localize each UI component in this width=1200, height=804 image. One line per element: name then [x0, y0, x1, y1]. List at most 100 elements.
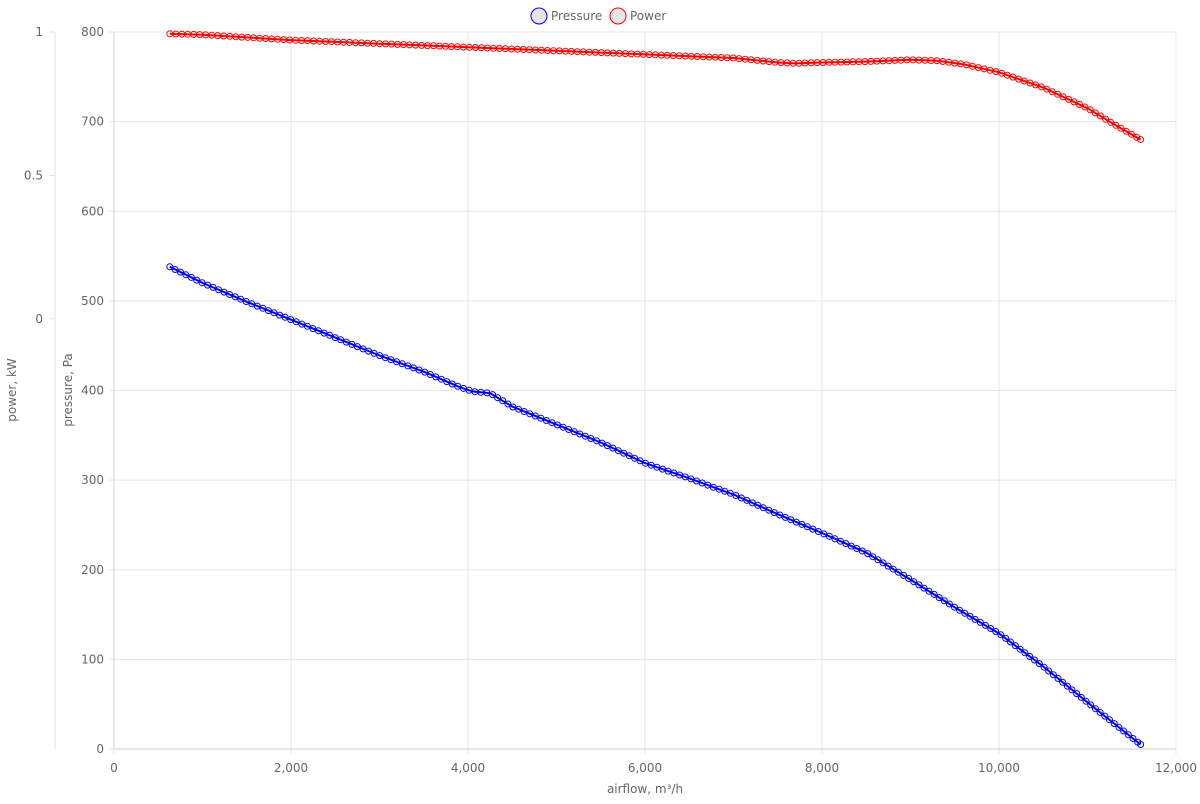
legend[interactable]: Pressure Power [530, 7, 666, 25]
pressure-point [489, 391, 496, 399]
pressure-point [1031, 656, 1038, 664]
x-tick-label: 10,000 [978, 761, 1020, 775]
power-point [1122, 127, 1130, 135]
pressure-point [982, 621, 989, 629]
pressure-point [1124, 731, 1132, 739]
pressure-point [754, 501, 762, 509]
legend-item-pressure[interactable]: Pressure [530, 7, 602, 25]
power-point [1133, 133, 1141, 141]
pressure-point [1091, 705, 1099, 713]
x-axis-title: airflow, m³/h [607, 782, 683, 796]
pressure-point [956, 606, 964, 614]
pressure-point [609, 444, 617, 452]
pressure-point [1021, 649, 1029, 657]
pressure-point [182, 271, 190, 279]
power-point [1117, 124, 1125, 132]
pressure-point [894, 568, 902, 576]
power-tick-label: 0.5 [24, 168, 43, 182]
power-tick-label: 1 [35, 25, 43, 39]
pressure-point [900, 571, 908, 579]
power-axis-title: power, kW [5, 358, 19, 422]
power-point [1112, 121, 1120, 129]
pressure-point [910, 578, 918, 586]
pressure-point [966, 612, 974, 620]
series [166, 30, 1145, 749]
power-point [1127, 130, 1135, 138]
power-point [1091, 109, 1099, 117]
legend-item-power[interactable]: Power [609, 7, 666, 25]
pressure-point [940, 597, 948, 605]
pressure-point [925, 587, 933, 595]
pressure-point [494, 394, 502, 402]
pressure-point [915, 581, 923, 589]
pressure-point [1101, 712, 1109, 720]
grid [109, 31, 1177, 754]
x-tick-label: 8,000 [805, 761, 839, 775]
pressure-point [874, 556, 882, 564]
pressure-point [971, 615, 979, 623]
pressure-tick-label: 300 [81, 473, 104, 487]
pressure-point [930, 590, 938, 598]
pressure-tick-label: 600 [81, 204, 104, 218]
pressure-point [187, 273, 195, 281]
pressure-point [1049, 671, 1057, 679]
pressure-point [732, 492, 740, 499]
pressure-point [625, 452, 633, 460]
pressure-point [1110, 720, 1118, 728]
pressure-point [1045, 667, 1053, 675]
power-point [1059, 93, 1067, 101]
pressure-point [421, 368, 429, 376]
x-tick-label: 6,000 [628, 761, 662, 775]
power-line [169, 32, 1142, 141]
pressure-point [951, 603, 958, 611]
pressure-point [997, 631, 1005, 639]
pressure-point [1137, 741, 1145, 749]
pressure-markers [166, 263, 1145, 749]
pressure-point [935, 594, 943, 602]
pressure-point [1106, 716, 1113, 724]
pressure-point [879, 559, 887, 567]
pressure-point [1002, 634, 1010, 642]
pressure-point [884, 562, 892, 570]
axes: 0 2,000 4,000 6,000 8,000 10,000 12,000 0 100 200… [24, 25, 1197, 775]
pressure-point [171, 266, 179, 273]
pressure-point [853, 545, 861, 552]
pressure-point [1115, 723, 1123, 731]
power-point [1081, 103, 1089, 111]
pressure-point [504, 400, 512, 408]
pressure-point [905, 575, 913, 582]
pressure-point [920, 584, 928, 592]
legend-marker-icon [609, 7, 627, 25]
pressure-point [177, 268, 184, 276]
power-point [1086, 106, 1094, 114]
pressure-point [1096, 708, 1104, 716]
pressure-point [1077, 693, 1085, 701]
pressure-point [1007, 638, 1014, 646]
pressure-point [864, 550, 872, 558]
pressure-tick-label: 0 [96, 742, 104, 756]
pressure-point [869, 553, 877, 561]
pressure-point [1011, 642, 1019, 650]
power-markers [166, 30, 1145, 144]
pressure-point [1026, 652, 1034, 660]
pressure-point [889, 565, 897, 573]
pressure-point [1068, 686, 1076, 694]
pressure-point [1063, 682, 1071, 690]
pressure-point [631, 454, 639, 462]
pressure-tick-label: 800 [81, 25, 104, 39]
power-point [1096, 112, 1104, 120]
power-tick-label: 0 [35, 312, 43, 326]
pressure-point [961, 609, 969, 617]
pressure-point [166, 263, 174, 271]
power-point [1070, 98, 1078, 106]
pressure-tick-label: 500 [81, 294, 104, 308]
pressure-point [1016, 645, 1024, 653]
pressure-point [1059, 678, 1067, 686]
pressure-tick-label: 400 [81, 384, 104, 398]
pressure-line [169, 265, 1142, 746]
legend-marker-icon [530, 7, 548, 25]
pressure-point [1035, 660, 1043, 668]
power-point [1043, 85, 1051, 93]
